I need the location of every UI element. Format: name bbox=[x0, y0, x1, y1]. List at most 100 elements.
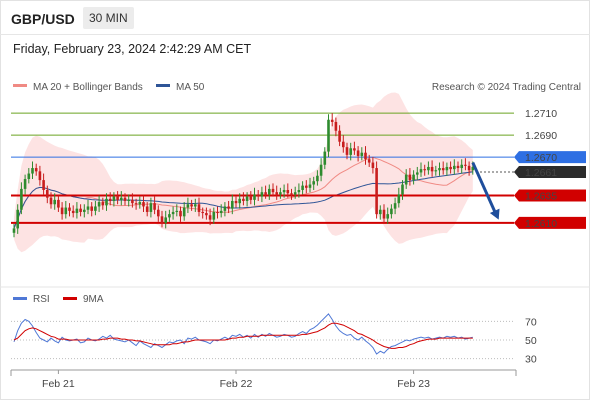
rsi-legend-label-0: RSI bbox=[33, 294, 50, 305]
candle-body bbox=[401, 184, 404, 195]
legend-swatch-1 bbox=[156, 84, 170, 87]
header: GBP/USD 30 MIN bbox=[0, 0, 590, 34]
candle-body bbox=[338, 130, 341, 142]
candles bbox=[12, 113, 475, 238]
candle-body bbox=[171, 211, 175, 215]
candle-body bbox=[319, 164, 323, 176]
candle-body bbox=[227, 206, 230, 209]
candle-body bbox=[464, 164, 467, 166]
candle-body bbox=[142, 202, 145, 207]
candle-body bbox=[71, 210, 75, 214]
candle-body bbox=[293, 192, 297, 195]
candle-body bbox=[238, 198, 241, 204]
candle-body bbox=[430, 166, 434, 172]
candle-body bbox=[245, 196, 249, 201]
candle-body bbox=[360, 152, 364, 156]
candle-body bbox=[290, 193, 293, 195]
projection-arrow-head bbox=[489, 208, 500, 220]
candle-body bbox=[153, 203, 156, 210]
candle-body bbox=[138, 202, 142, 205]
level-tag-1.2670 bbox=[514, 151, 586, 164]
candle-body bbox=[105, 198, 108, 206]
candle-body bbox=[145, 206, 149, 212]
candle-body bbox=[301, 185, 304, 190]
candle-body bbox=[168, 214, 171, 218]
candle-body bbox=[97, 202, 101, 207]
candle-body bbox=[127, 199, 130, 201]
candle-body bbox=[397, 194, 401, 204]
candle-body bbox=[208, 215, 212, 220]
candle-body bbox=[205, 213, 208, 216]
candle-body bbox=[297, 190, 301, 193]
candle-body bbox=[438, 168, 441, 171]
candle-body bbox=[467, 165, 471, 171]
ma50-line bbox=[13, 171, 473, 229]
legend-label-1: MA 50 bbox=[176, 82, 205, 93]
last-price-label: 1.2661 bbox=[525, 167, 557, 179]
candle-body bbox=[182, 207, 186, 217]
projection-arrow-shaft bbox=[471, 161, 498, 215]
candle-body bbox=[134, 203, 138, 205]
candle-body bbox=[253, 194, 256, 200]
candle-body bbox=[367, 159, 371, 163]
ma20-line bbox=[13, 156, 473, 229]
candle-body bbox=[212, 211, 216, 220]
period-badge[interactable]: 30 MIN bbox=[83, 7, 134, 29]
candle-body bbox=[186, 204, 190, 208]
candle-body bbox=[275, 192, 278, 195]
last-price-tag bbox=[514, 165, 586, 178]
candle-body bbox=[116, 196, 119, 200]
candle-body bbox=[216, 211, 219, 214]
candle-body bbox=[416, 172, 419, 175]
candle-body bbox=[249, 196, 253, 200]
candle-body bbox=[234, 200, 238, 204]
candle-body bbox=[83, 209, 86, 212]
candle-body bbox=[305, 185, 308, 188]
candle-body bbox=[101, 202, 105, 206]
candle-body bbox=[60, 207, 64, 215]
copyright-label: Research © 2024 Trading Central bbox=[432, 82, 581, 93]
candle-body bbox=[412, 174, 415, 181]
candle-body bbox=[323, 151, 327, 165]
candle-body bbox=[264, 192, 267, 195]
rsi-ma-line bbox=[13, 322, 473, 349]
candle-body bbox=[16, 209, 19, 229]
candle-body bbox=[57, 199, 60, 208]
rsi-legend-label-1: 9MA bbox=[83, 294, 104, 305]
candle-body bbox=[90, 206, 93, 211]
rsi-legend-swatch-0 bbox=[13, 297, 27, 300]
rsi-tick-70: 70 bbox=[525, 316, 537, 328]
candle-body bbox=[268, 188, 271, 195]
datetime-label: Friday, February 23, 2024 2:42:29 AM CET bbox=[13, 42, 252, 56]
candle-body bbox=[441, 168, 445, 171]
rsi-legend-swatch-1 bbox=[63, 297, 77, 300]
candle-body bbox=[308, 184, 312, 188]
candle-body bbox=[190, 204, 193, 207]
candle-body bbox=[256, 194, 260, 197]
candle-body bbox=[31, 168, 34, 174]
candle-body bbox=[86, 206, 90, 210]
candle-body bbox=[194, 204, 197, 207]
candle-body bbox=[460, 164, 463, 169]
candle-body bbox=[382, 209, 386, 219]
candle-body bbox=[423, 169, 426, 171]
candle-body bbox=[345, 147, 349, 155]
candle-body bbox=[223, 206, 227, 211]
candle-body bbox=[231, 200, 234, 209]
candle-body bbox=[408, 174, 412, 181]
candle-body bbox=[342, 141, 345, 148]
candle-body bbox=[371, 162, 375, 169]
candle-body bbox=[271, 188, 275, 193]
candle-body bbox=[364, 152, 367, 160]
level-label-1.2710: 1.2710 bbox=[525, 108, 557, 120]
candle-body bbox=[449, 166, 452, 170]
candle-body bbox=[149, 203, 153, 212]
candle-body bbox=[131, 199, 134, 204]
candle-body bbox=[330, 119, 334, 122]
candle-body bbox=[260, 192, 264, 197]
level-label-1.2690: 1.2690 bbox=[525, 130, 557, 142]
candle-body bbox=[23, 179, 27, 189]
candle-body bbox=[123, 197, 127, 201]
candle-body bbox=[219, 210, 223, 214]
